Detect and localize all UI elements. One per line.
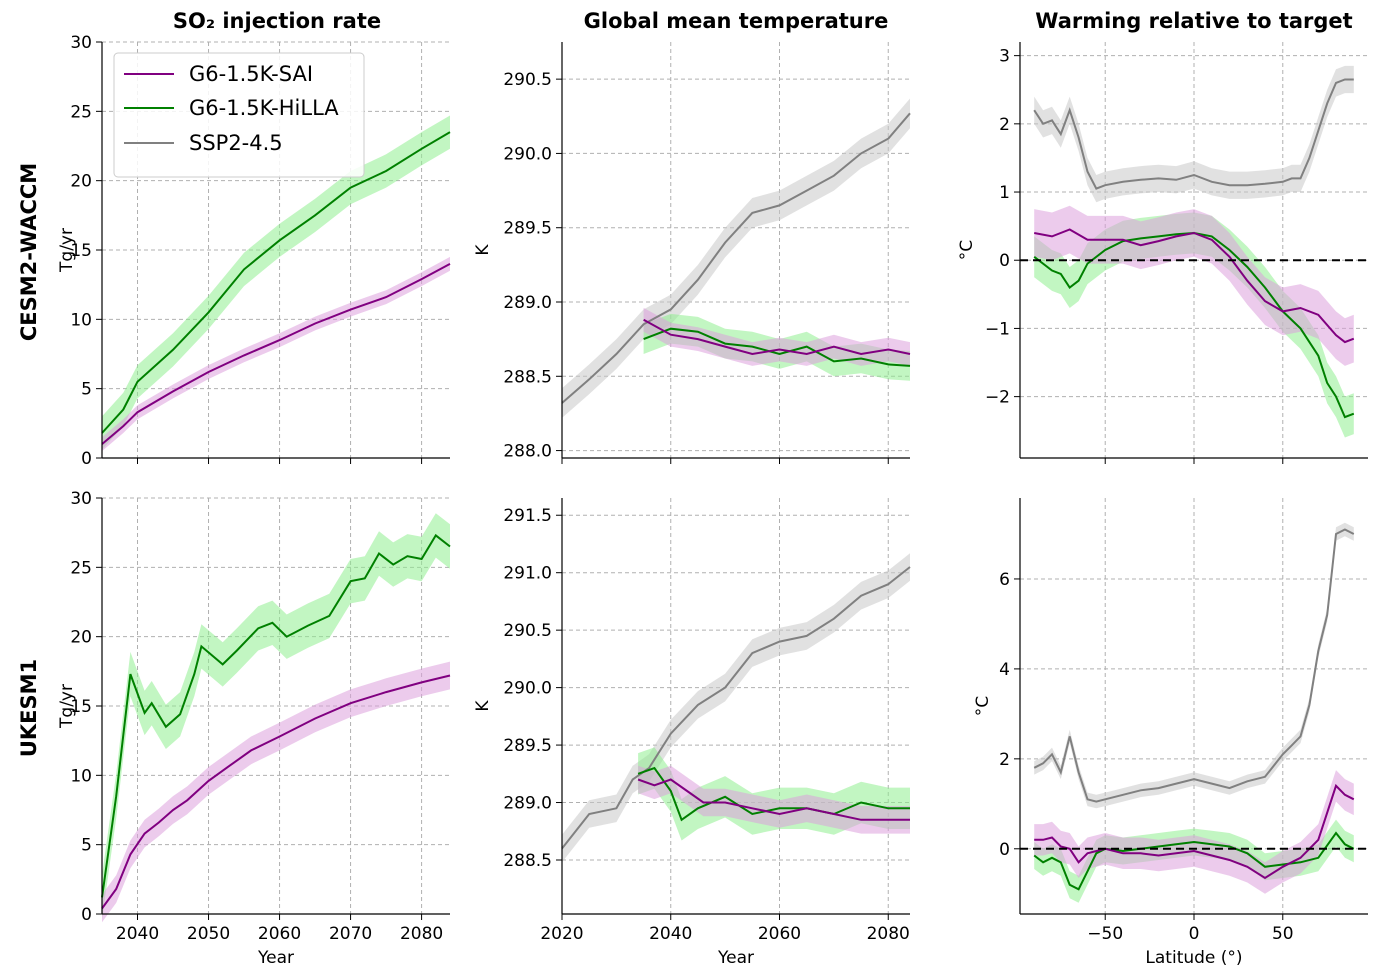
y-tick-label: 25 [70,558,92,578]
y-tick-label: 30 [70,489,92,509]
legend: G6-1.5K-SAI G6-1.5K-HiLLA SSP2-4.5 [113,52,365,178]
band-ssp [562,98,910,418]
y-tick-label: 15 [70,241,92,261]
xlabel-latitude: Latitude (°) [1145,948,1242,968]
series-line-hilla [101,131,451,434]
y-tick-label: 2 [999,750,1010,770]
x-tick-label: 0 [1189,924,1200,944]
row-label-cesm: CESM2-WACCM [17,163,41,341]
y-tick-label: 0 [81,905,92,925]
x-tick-label: 2070 [329,924,372,944]
ylabel-ukesm-temp: K [473,700,493,712]
y-tick-label: 289.0 [503,794,552,814]
series-line-sai [101,674,451,910]
ylabel-ukesm-warm: °C [973,696,993,716]
y-tick-label: 0 [999,840,1010,860]
panel-ukesm-warming: 0 2 4 6 −50 0 50 [999,498,1368,944]
legend-label-hilla: G6-1.5K-HiLLA [189,96,339,120]
x-tick-label: 2020 [540,924,583,944]
y-tick-label: 15 [70,697,92,717]
y-tick-label: 2 [999,115,1010,135]
series-line-sai [643,318,911,356]
x-tick-label: 2060 [258,924,301,944]
series-line-ssp [1033,78,1354,190]
ylabel-cesm-temp: K [473,244,493,256]
y-tick-label: 4 [999,660,1010,680]
col-title-gmt: Global mean temperature [584,9,889,33]
y-tick-label: 290.0 [503,679,552,699]
row-label-ukesm: UKESM1 [17,659,41,757]
y-tick-label: 1 [999,183,1010,203]
panel-ukesm-so2-rate: 0 5 10 15 20 25 30 2040 2050 2060 2070 2080 [70,489,451,944]
x-tick-label: 2060 [758,924,801,944]
ylabel-cesm-rate: Tg/yr [57,228,77,273]
band-sai [643,307,910,366]
legend-label-sai: G6-1.5K-SAI [189,62,313,86]
xlabel-temp-year: Year [717,948,754,968]
y-tick-label: 290.5 [503,621,552,641]
y-tick-label: −2 [985,388,1010,408]
y-tick-label: 288.0 [503,442,552,462]
series-line-hilla [643,327,911,367]
y-tick-label: 30 [70,33,92,53]
y-tick-label: 290.0 [503,144,552,164]
y-tick-label: 5 [81,836,92,856]
x-tick-label: 2040 [649,924,692,944]
y-tick-label: 291.5 [503,506,552,526]
y-tick-label: 0 [999,251,1010,271]
series-line-ssp [561,112,911,404]
y-tick-label: −1 [985,319,1010,339]
series-line-sai [1034,228,1355,344]
band-hilla [102,115,450,450]
y-tick-label: 3 [999,47,1010,67]
y-tick-label: 25 [70,102,92,122]
y-tick-label: 288.5 [503,367,552,387]
band-sai [102,661,450,923]
ylabel-cesm-warm: °C [957,240,977,260]
y-tick-label: 289.5 [503,736,552,756]
legend-label-ssp: SSP2-4.5 [189,131,283,155]
series-line-hilla [101,533,451,898]
series-line-hilla [637,766,910,822]
y-tick-label: 289.0 [503,293,552,313]
y-tick-label: 288.5 [503,851,552,871]
y-tick-label: 10 [70,310,92,330]
y-tick-label: 10 [70,766,92,786]
y-tick-label: 20 [70,628,92,648]
ylabel-ukesm-rate: Tg/yr [57,684,77,729]
y-tick-label: 291.0 [503,564,552,584]
legend-box [113,52,365,178]
y-tick-label: 6 [999,570,1010,590]
col-title-warming: Warming relative to target [1035,9,1352,33]
series-line-ssp [1033,528,1355,803]
x-tick-label: −50 [1087,924,1123,944]
y-tick-label: 0 [81,449,92,469]
y-tick-label: 290.5 [503,70,552,90]
x-tick-label: 50 [1272,924,1294,944]
panel-cesm-warming: −2 −1 0 1 2 3 [985,42,1368,464]
panel-cesm-global-temp: 288.0 288.5 289.0 289.5 290.0 290.5 [503,42,911,464]
y-tick-label: 20 [70,172,92,192]
col-title-so2: SO₂ injection rate [173,9,381,33]
series-line-sai [637,778,910,821]
panel-ukesm-global-temp: 288.5 289.0 289.5 290.0 290.5 291.0 291.5 2020 2… [503,498,911,944]
band-hilla [102,513,450,920]
panel-cesm-so2-rate: 0 5 10 15 20 25 30 [70,33,451,469]
x-tick-label: 2040 [116,924,159,944]
x-tick-label: 2080 [867,924,910,944]
band-ssp [562,553,910,863]
x-tick-label: 2080 [400,924,443,944]
series-line-ssp [561,566,911,850]
series-line-sai [101,263,451,445]
band-sai [1034,770,1354,894]
x-tick-label: 2050 [187,924,230,944]
y-tick-label: 289.5 [503,219,552,239]
series-line-hilla [1033,831,1355,891]
xlabel-rate-year: Year [257,948,294,968]
y-tick-label: 5 [81,380,92,400]
